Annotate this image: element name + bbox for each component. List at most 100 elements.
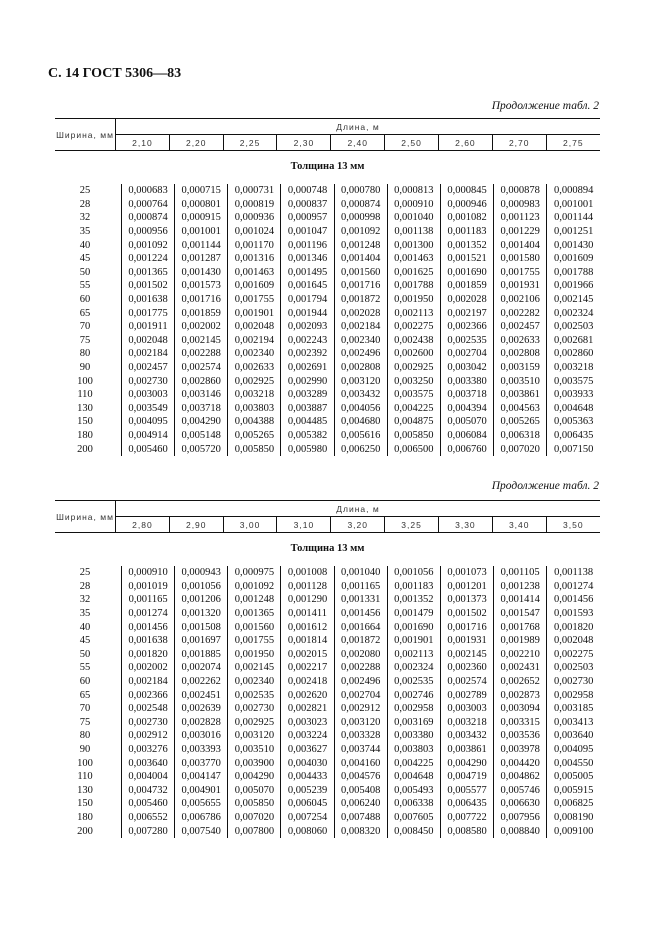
width-cell: 200 [77,825,93,837]
width-cell: 130 [77,402,93,414]
thickness-label: Толщина 13 мм [290,161,365,172]
volume-cell: 0,001625 [386,265,441,280]
volume-cell: 0,004290 [439,756,494,770]
volume-cell: 0,002028 [333,306,388,320]
volume-cell: 0,004914 [120,428,175,443]
length-column-header: 3,25 [384,516,439,533]
width-cell: 150 [77,798,93,810]
volume-cell: 0,003803 [386,742,441,757]
volume-cell: 0,000975 [227,566,281,580]
volume-cell: 0,006250 [333,442,388,456]
table-row: 45 0,001224 0,001287 0,001316 0,001346 0,0014… [55,251,600,266]
volume-cell: 0,005850 [227,442,281,456]
volume-cell: 0,002503 [546,319,600,334]
volume-cell: 0,004420 [493,756,547,770]
width-cell: 65 [79,689,91,701]
volume-cell: 0,000715 [174,184,228,198]
volume-cell: 0,005720 [174,442,228,456]
volume-cell: 0,002574 [174,360,228,375]
volume-cell: 0,004433 [280,769,335,784]
length-column-header: 3,50 [545,516,600,533]
volume-cell: 0,003718 [439,387,494,402]
volume-cell: 0,001274 [546,579,600,594]
volume-cell: 0,001901 [227,306,281,320]
volume-cell: 0,002048 [227,319,281,334]
table-row: 45 0,001638 0,001697 0,001755 0,001814 0,0018… [55,633,600,648]
volume-cell: 0,002925 [386,360,441,375]
volume-cell: 0,003003 [120,387,175,402]
table-row: 90 0,003276 0,003393 0,003510 0,003627 0,0037… [55,742,600,757]
volume-cell: 0,002496 [333,347,388,361]
volume-cell: 0,001931 [439,633,494,648]
volume-cell: 0,001775 [120,306,175,320]
width-header: Ширина, мм [56,129,114,140]
volume-cell: 0,002340 [227,674,281,689]
volume-cell: 0,002275 [386,319,441,334]
volume-cell: 0,002925 [227,715,281,730]
volume-cell: 0,002746 [386,688,441,702]
volume-cell: 0,002275 [546,647,600,662]
volume-cell: 0,001430 [546,238,600,252]
volume-cell: 0,003887 [280,401,335,416]
volume-cell: 0,000943 [174,566,228,580]
table-body: 25 0,000910 0,000943 0,000975 0,001008 0,0010… [55,566,600,838]
volume-cell: 0,003094 [493,701,547,716]
volume-cell: 0,008580 [439,824,494,838]
volume-cell: 0,003549 [120,401,175,416]
table-row: 100 0,003640 0,003770 0,003900 0,004030 0,004… [55,756,600,770]
volume-cell: 0,006338 [386,797,441,811]
volume-cell: 0,009100 [546,824,600,838]
volume-cell: 0,004290 [227,769,281,784]
volume-cell: 0,000683 [120,184,175,198]
volume-cell: 0,002958 [386,701,441,716]
volume-cell: 0,001560 [333,265,388,280]
volume-cell: 0,001820 [120,647,175,662]
volume-cell: 0,003432 [333,387,388,402]
width-cell: 25 [79,185,91,197]
volume-cell: 0,008060 [280,824,335,838]
volume-cell: 0,001251 [546,224,600,239]
volume-cell: 0,000946 [439,197,494,212]
volume-cell: 0,001123 [493,211,547,225]
volume-cell: 0,001502 [120,279,175,293]
volume-table-1: Ширина, мм Длина, м 2,10 2,20 2,25 2,30 2,40 2,… [55,118,600,456]
volume-cell: 0,005005 [546,769,600,784]
volume-cell: 0,001105 [493,566,547,580]
volume-cell: 0,003803 [227,401,281,416]
volume-cell: 0,001320 [174,606,228,621]
volume-cell: 0,000764 [120,197,175,212]
volume-cell: 0,002912 [120,729,175,743]
volume-cell: 0,003328 [333,729,388,743]
volume-cell: 0,005460 [120,442,175,456]
volume-cell: 0,001331 [333,593,388,607]
volume-cell: 0,001183 [386,579,441,594]
table-row: 32 0,000874 0,000915 0,000936 0,000957 0,0009… [55,211,600,225]
volume-cell: 0,004732 [120,783,175,798]
volume-cell: 0,003276 [120,742,175,757]
volume-cell: 0,003393 [174,742,228,757]
volume-cell: 0,002821 [280,701,335,716]
volume-cell: 0,001365 [120,265,175,280]
volume-cell: 0,001001 [174,224,228,239]
volume-cell: 0,002503 [546,661,600,675]
volume-cell: 0,004485 [280,415,335,429]
table-row: 75 0,002048 0,002145 0,002194 0,002243 0,0023… [55,333,600,348]
table-row: 150 0,004095 0,004290 0,004388 0,004485 0,004… [55,415,600,429]
volume-cell: 0,004648 [546,401,600,416]
volume-cell: 0,001411 [280,606,335,621]
volume-cell: 0,001638 [120,633,175,648]
volume-cell: 0,004388 [227,415,281,429]
table-row: 180 0,006552 0,006786 0,007020 0,007254 0,007… [55,810,600,825]
volume-cell: 0,000801 [174,197,228,212]
volume-cell: 0,002808 [493,347,547,361]
volume-cell: 0,002925 [227,374,281,388]
volume-cell: 0,001593 [546,606,600,621]
volume-cell: 0,007020 [227,810,281,825]
volume-cell: 0,004719 [439,769,494,784]
volume-cell: 0,001092 [120,238,175,252]
volume-cell: 0,001755 [493,265,547,280]
volume-cell: 0,005850 [386,428,441,443]
table-row: 25 0,000683 0,000715 0,000731 0,000748 0,0007… [55,184,600,198]
volume-cell: 0,001502 [439,606,494,621]
volume-cell: 0,000780 [333,184,388,198]
